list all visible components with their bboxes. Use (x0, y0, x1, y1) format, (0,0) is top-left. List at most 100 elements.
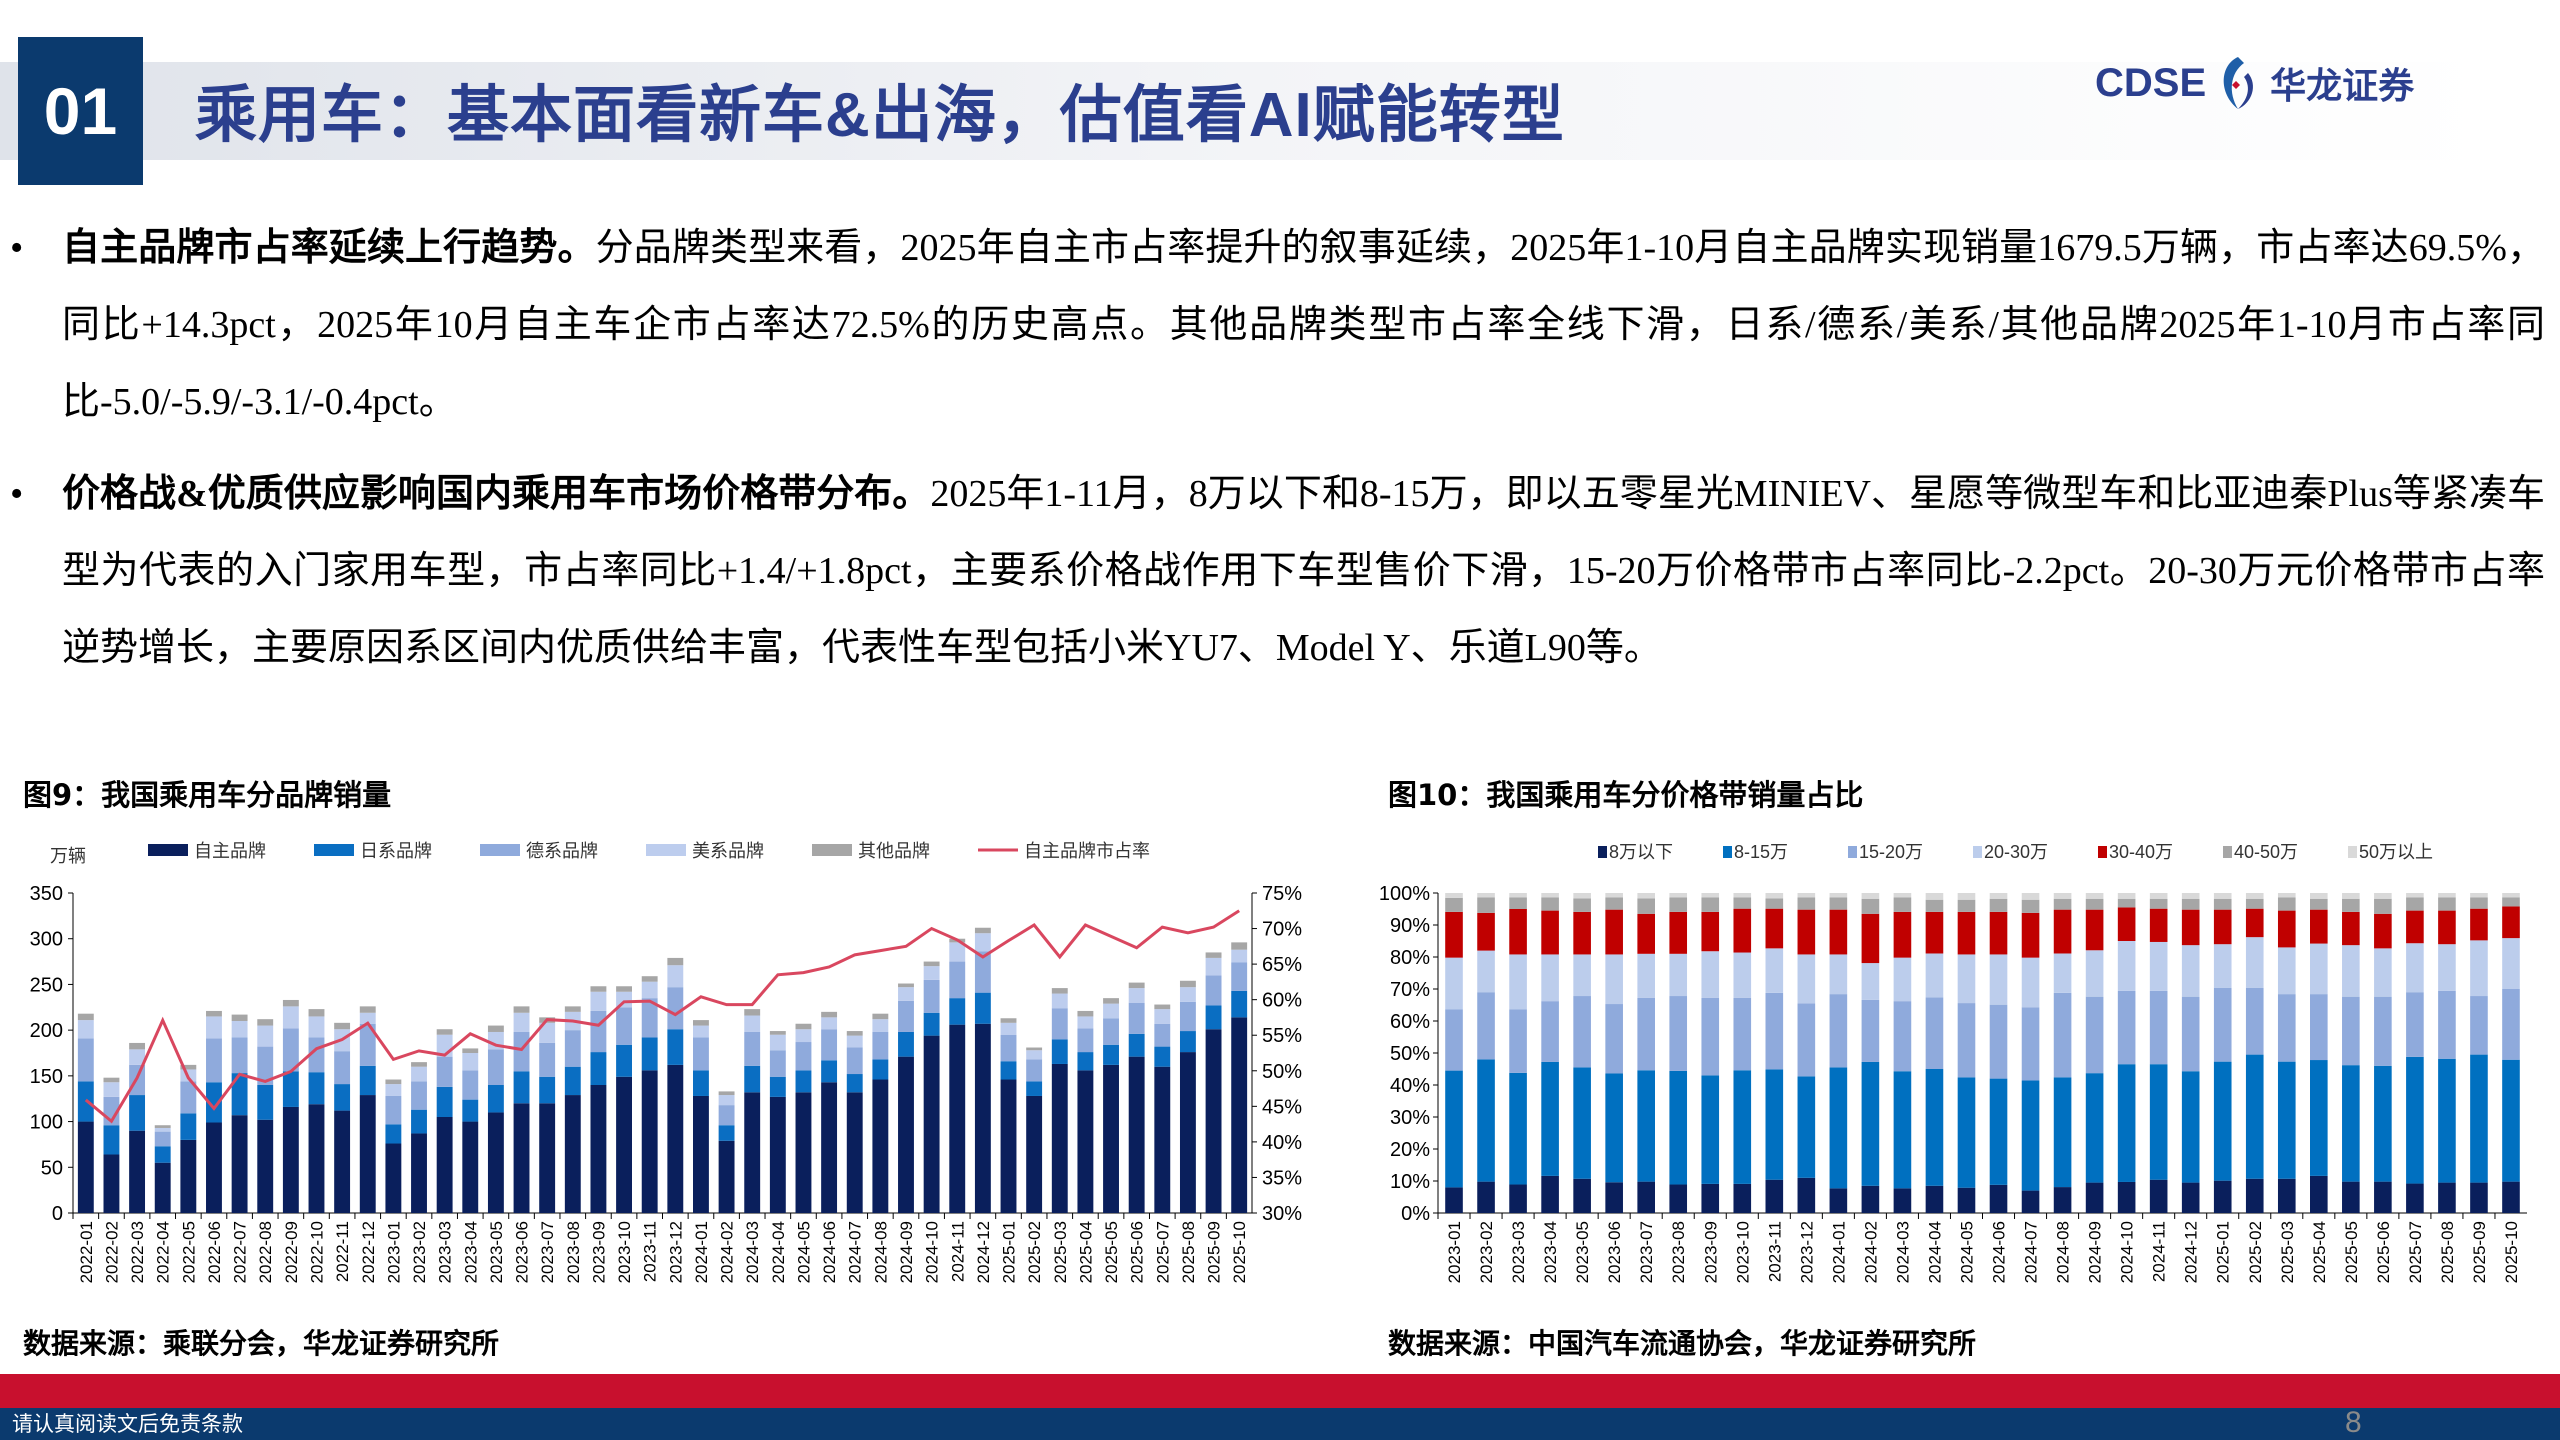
x-tick-label: 2023-02 (410, 1221, 429, 1283)
bar-segment (1829, 897, 1848, 910)
bar-segment (1573, 1067, 1591, 1179)
bar-segment (1989, 1184, 2008, 1213)
legend-label: 50万以上 (2359, 842, 2433, 862)
x-tick-label: 2024-01 (692, 1221, 711, 1283)
bar-segment (385, 1084, 402, 1096)
bar-segment (872, 1079, 889, 1213)
bar-segment (1989, 1004, 2008, 1079)
bar-segment (718, 1105, 735, 1126)
y-tick-label: 150 (30, 1066, 63, 1088)
bar-segment (2117, 990, 2136, 1065)
bar-segment (2149, 1179, 2168, 1213)
bar-segment (1154, 1066, 1171, 1213)
bar-segment (180, 1139, 197, 1213)
bar-segment (2470, 940, 2488, 997)
bar-segment (2277, 1178, 2296, 1213)
bar-segment (1925, 997, 1944, 1069)
bar-segment (1077, 1010, 1094, 1017)
bar-segment (2310, 893, 2328, 899)
chart-title-fig10: 图10：我国乘用车分价格带销量占比 (1388, 778, 1864, 812)
bar-segment (1605, 909, 1623, 955)
bar-segment (974, 951, 991, 993)
bar-segment (282, 1006, 299, 1029)
bar-segment (1893, 957, 1912, 1002)
bar-segment (1797, 1003, 1816, 1077)
bar-segment (2310, 943, 2328, 995)
logo-emblem-icon (2223, 57, 2254, 109)
logo-text-en: CDSE (2095, 60, 2207, 105)
bar-segment (462, 1053, 479, 1071)
x-tick-label: 2022-11 (333, 1221, 352, 1282)
bar-segment (1733, 1183, 1752, 1213)
bar-segment (77, 1038, 94, 1082)
bar-segment (795, 1092, 812, 1213)
bar-segment (1445, 911, 1463, 958)
bar-segment (2310, 994, 2328, 1061)
bar-segment (231, 1073, 248, 1116)
x-tick-label: 2022-08 (256, 1221, 275, 1283)
bar-segment (2438, 944, 2456, 991)
bar-segment (846, 1074, 863, 1093)
bar-segment (2406, 897, 2424, 911)
bar-segment (1989, 898, 2008, 912)
bar-segment (1231, 962, 1248, 991)
bar-segment (2085, 893, 2104, 899)
bar-segment (462, 1070, 479, 1100)
x-tick-label: 2022-05 (179, 1221, 198, 1283)
bar-segment (1957, 1003, 1976, 1078)
bar-segment (2149, 893, 2168, 899)
bar-segment (2374, 1181, 2392, 1213)
legend-label: 美系品牌 (692, 841, 764, 861)
x-tick-label: 2022-06 (205, 1221, 224, 1283)
bar-segment (359, 1065, 376, 1096)
bar-segment (1154, 1004, 1171, 1010)
bar-segment (795, 1042, 812, 1071)
x-tick-label: 2023-06 (1605, 1221, 1624, 1283)
bar-segment (2502, 906, 2520, 939)
bar-segment (2310, 898, 2328, 910)
bar-segment (2053, 909, 2072, 954)
legend-swatch (480, 844, 520, 856)
bar-segment (308, 1009, 325, 1017)
x-tick-label: 2025-09 (1205, 1221, 1224, 1283)
x-tick-label: 2024-04 (769, 1221, 788, 1283)
bar-segment (487, 1085, 504, 1113)
legend-label: 20-30万 (1984, 842, 2048, 862)
x-tick-label: 2023-09 (589, 1221, 608, 1283)
bar-segment (1701, 893, 1720, 898)
bar-segment (77, 1020, 94, 1039)
bar-segment (257, 1046, 274, 1085)
bar-segment (2342, 898, 2360, 912)
bar-segment (1669, 893, 1688, 898)
brand-sales-chart: 万辆 自主品牌 日系品牌 德系品牌 美系品牌 其他品牌 自主品牌市占率 0 50 100 150 20… (30, 841, 1303, 1283)
bar-segment (641, 981, 658, 999)
bar-segment (2277, 994, 2296, 1062)
bar-segment (2053, 1187, 2072, 1213)
bar-segment (129, 1049, 146, 1065)
x-tick-label: 2022-12 (359, 1221, 378, 1283)
bar-segment (1733, 897, 1752, 909)
bar-segment (744, 1015, 761, 1032)
bar-segment (2245, 908, 2264, 938)
bar-segment (206, 1082, 222, 1123)
bar-segment (206, 1038, 222, 1083)
bar-segment (2213, 987, 2232, 1062)
bar-segment (795, 1023, 812, 1030)
bar-segment (2502, 1059, 2520, 1182)
legend-swatch (812, 844, 852, 856)
bar-segment (1103, 1044, 1119, 1065)
footer-red-band (0, 1374, 2560, 1408)
y2-tick-label: 45% (1262, 1096, 1302, 1118)
bar-segment (1797, 954, 1816, 1004)
bar-segment (154, 1131, 171, 1147)
bar-segment (641, 1070, 658, 1213)
bar-segment (539, 1042, 556, 1077)
bar-segment (2342, 893, 2360, 899)
bar-segment (1605, 1004, 1623, 1074)
bar-segment (2213, 893, 2232, 899)
y-tick-label: 90% (1390, 915, 1430, 937)
legend-label: 30-40万 (2109, 842, 2173, 862)
bar-segment (2053, 992, 2072, 1078)
bar-segment (180, 1064, 197, 1070)
bar-segment (1605, 893, 1623, 898)
